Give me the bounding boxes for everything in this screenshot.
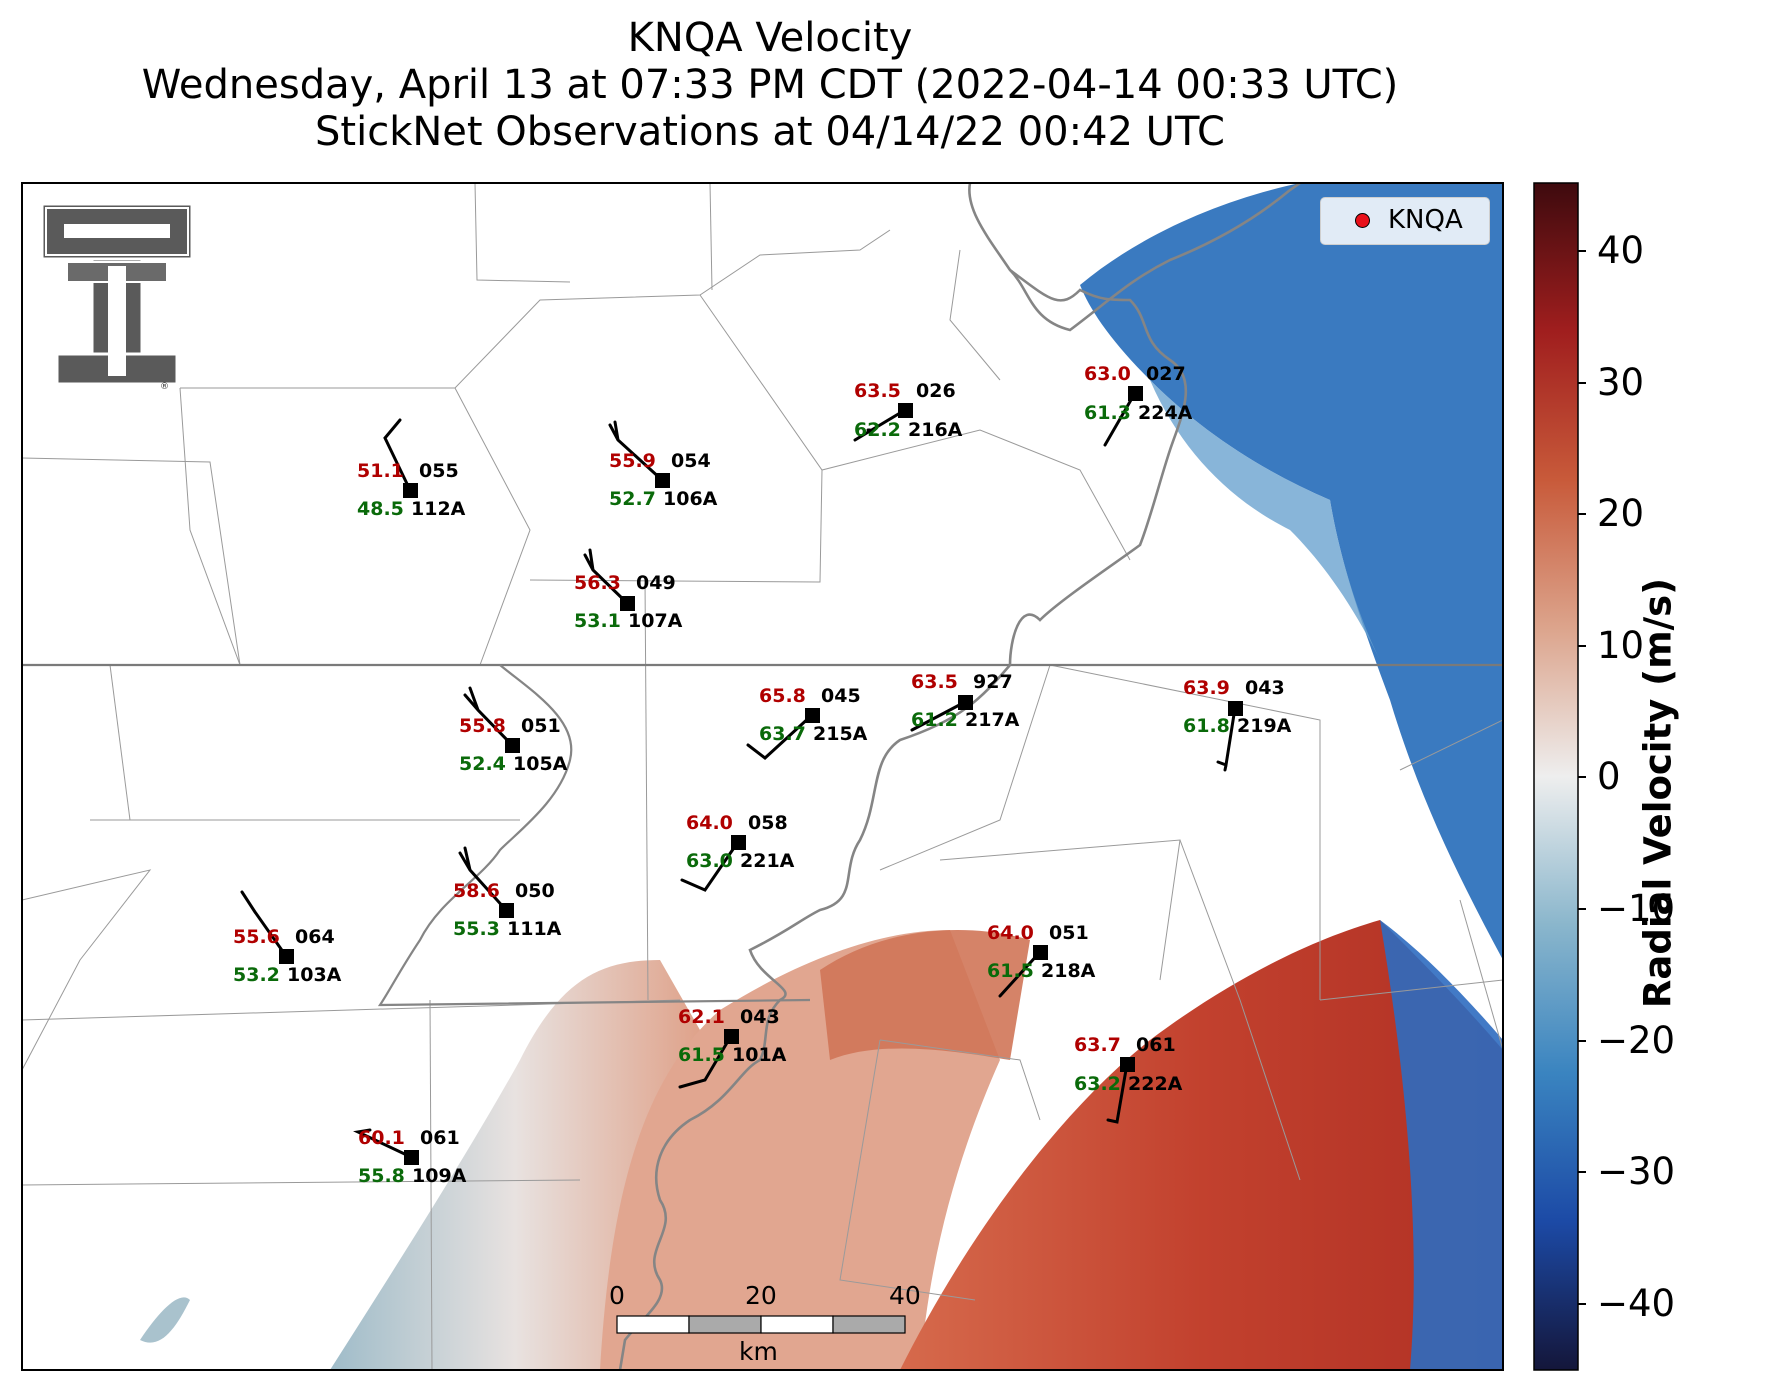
station-id: 224A (1138, 402, 1193, 424)
station-id: 222A (1128, 1073, 1183, 1095)
colorbar-title: Radial Velocity (m/s) (1636, 577, 1680, 1009)
station-wind-dir: 045 (821, 685, 861, 707)
scale-label-0: 0 (609, 1281, 625, 1310)
station-wind-dir: 061 (1136, 1034, 1176, 1056)
colorbar-tick-label: 30 (1597, 361, 1645, 404)
station-dewpoint: 53.1 (574, 610, 621, 632)
station-id: 101A (732, 1044, 787, 1066)
station-wind-dir: 027 (1146, 363, 1186, 385)
wind-barbs (240, 391, 1237, 1159)
colorbar-tick-label: −20 (1597, 1019, 1676, 1062)
station-temp: 55.8 (459, 715, 506, 737)
colorbar (1533, 182, 1579, 1371)
colorbar-tick-label: 40 (1597, 229, 1645, 272)
colorbar-tick-label: −10 (1597, 887, 1676, 930)
inbound-echo-sw (330, 960, 700, 1370)
colorbar-tick-label: −40 (1597, 1282, 1676, 1325)
colorbar-tick-label: 20 (1597, 492, 1645, 535)
station-wind-dir: 054 (671, 450, 711, 472)
station-id: 103A (287, 964, 342, 986)
station-dewpoint: 61.8 (1183, 715, 1230, 737)
station-wind-dir: 043 (740, 1006, 780, 1028)
station-dewpoint: 61.5 (678, 1044, 725, 1066)
station-dewpoint: 63.0 (686, 850, 733, 872)
station-temp: 55.9 (609, 450, 656, 472)
title-line-2: Wednesday, April 13 at 07:33 PM CDT (202… (141, 62, 1399, 108)
colorbar-ticks (1578, 250, 1586, 1305)
station-dewpoint: 53.2 (233, 964, 280, 986)
river (618, 183, 1301, 1370)
station-wind-dir: 051 (521, 715, 561, 737)
station-temp: 64.0 (987, 922, 1034, 944)
scale-label-20: 20 (745, 1281, 777, 1310)
station-wind-dir: 049 (636, 572, 676, 594)
county-lines (22, 183, 1503, 1370)
station-wind-dir: 061 (420, 1127, 460, 1149)
station-id: 221A (740, 850, 795, 872)
station-wind-dir: 050 (515, 880, 555, 902)
station-id: 107A (628, 610, 683, 632)
station-wind-dir: 064 (295, 926, 335, 948)
station-id: 111A (507, 918, 562, 940)
texas-tech-logo: ® (40, 202, 194, 392)
station-temp: 51.1 (357, 460, 404, 482)
colorbar-tick-label: 0 (1597, 755, 1621, 798)
station-markers (279, 386, 1243, 1165)
station-id: 218A (1041, 960, 1096, 982)
station-temp: 55.6 (233, 926, 280, 948)
station-temp: 63.5 (911, 671, 958, 693)
station-wind-dir: 927 (973, 671, 1013, 693)
station-temp: 63.7 (1074, 1034, 1121, 1056)
station-dewpoint: 52.4 (459, 753, 506, 775)
station-temp: 63.5 (854, 380, 901, 402)
station-wind-dir: 058 (748, 812, 788, 834)
colorbar-tick-label: 10 (1597, 624, 1645, 667)
station-temp: 58.6 (453, 880, 500, 902)
station-temp: 63.9 (1183, 677, 1230, 699)
colorbar-tick-label: −30 (1597, 1150, 1676, 1193)
station-id: 219A (1237, 715, 1292, 737)
scale-bar (616, 1315, 906, 1334)
title-line-3: StickNet Observations at 04/14/22 00:42 … (315, 109, 1225, 155)
inbound-echo-ne (1080, 183, 1503, 960)
station-id: 109A (412, 1165, 467, 1187)
station-id: 216A (908, 419, 963, 441)
scale-label-40: 40 (889, 1281, 921, 1310)
station-id: 217A (965, 709, 1020, 731)
station-wind-dir: 055 (419, 460, 459, 482)
station-dewpoint: 55.8 (358, 1165, 405, 1187)
title-line-1: KNQA Velocity (627, 15, 913, 61)
station-dewpoint: 61.2 (911, 709, 958, 731)
station-dewpoint: 52.7 (609, 488, 656, 510)
station-temp: 64.0 (686, 812, 733, 834)
map-frame (21, 182, 1504, 1371)
station-wind-dir: 026 (916, 380, 956, 402)
station-id: 112A (411, 498, 466, 520)
station-temp: 60.1 (358, 1127, 405, 1149)
radar-echoes (140, 183, 1503, 1370)
station-id: 106A (663, 488, 718, 510)
station-wind-dir: 043 (1245, 677, 1285, 699)
station-dewpoint: 48.5 (357, 498, 404, 520)
station-dewpoint: 61.5 (987, 960, 1034, 982)
station-dewpoint: 63.7 (759, 723, 806, 745)
radar-site-marker (1355, 213, 1370, 228)
station-dewpoint: 62.2 (854, 419, 901, 441)
station-dewpoint: 61.3 (1084, 402, 1131, 424)
scale-unit: km (739, 1337, 778, 1366)
outbound-echo-se (900, 920, 1503, 1370)
station-id: 105A (513, 753, 568, 775)
station-temp: 62.1 (678, 1006, 725, 1028)
legend: KNQA (1320, 197, 1490, 245)
station-wind-dir: 051 (1049, 922, 1089, 944)
logo-registered-mark: ® (160, 382, 169, 392)
station-dewpoint: 55.3 (453, 918, 500, 940)
station-dewpoint: 63.2 (1074, 1073, 1121, 1095)
station-temp: 63.0 (1084, 363, 1131, 385)
station-temp: 65.8 (759, 685, 806, 707)
legend-label: KNQA (1388, 205, 1463, 235)
station-temp: 56.3 (574, 572, 621, 594)
station-id: 215A (813, 723, 868, 745)
